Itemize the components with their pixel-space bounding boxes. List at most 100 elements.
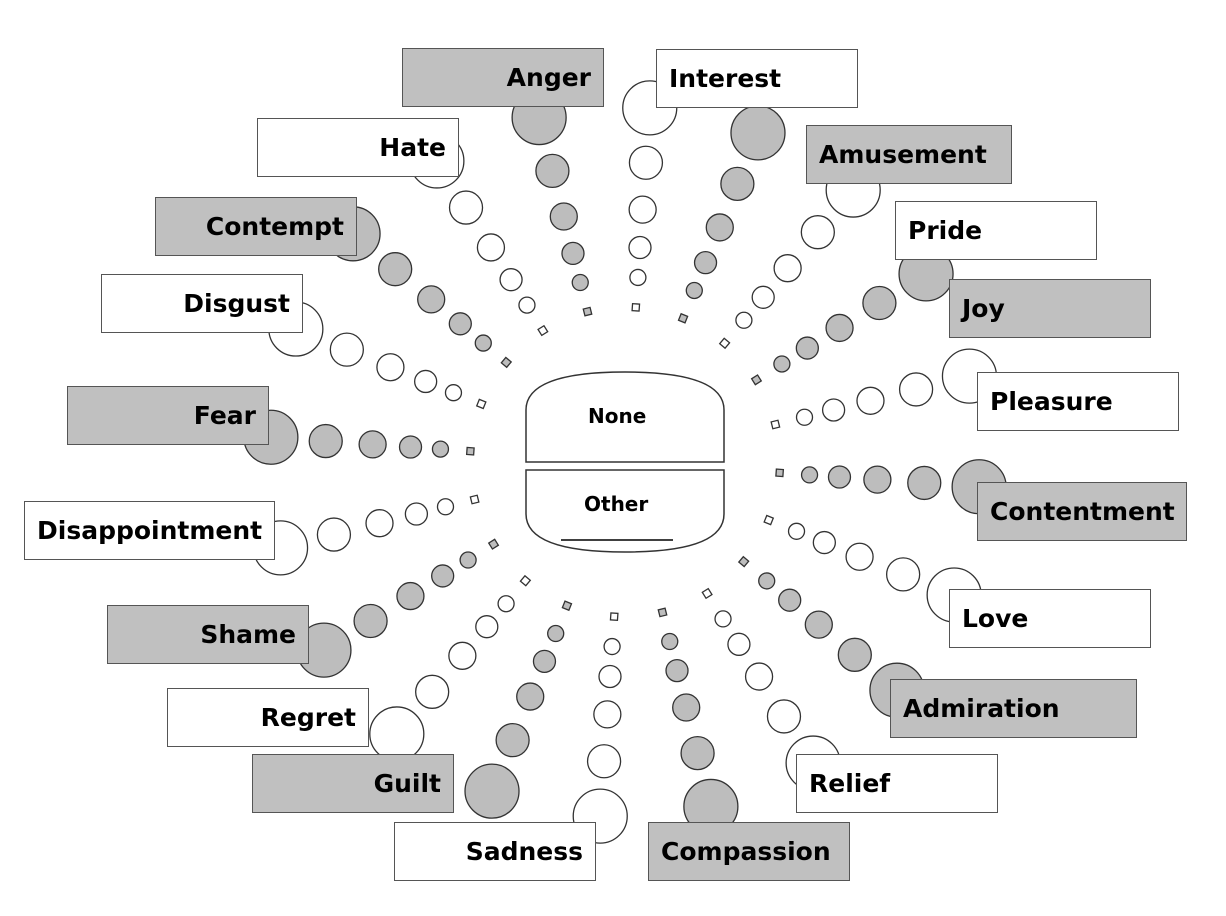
intensity-circle-admiration-4[interactable]	[837, 637, 872, 672]
intensity-circle-amusement-4[interactable]	[720, 166, 755, 201]
intensity-circle-hate-1[interactable]	[518, 296, 536, 314]
intensity-circle-regret-1[interactable]	[497, 595, 515, 613]
intensity-circle-amusement-5[interactable]	[730, 105, 786, 161]
intensity-marker-disappointment-0[interactable]	[469, 494, 480, 505]
intensity-circle-disgust-4[interactable]	[329, 332, 364, 367]
intensity-circle-pleasure-1[interactable]	[795, 408, 814, 426]
intensity-marker-disgust-0[interactable]	[475, 398, 487, 410]
intensity-circle-compassion-4[interactable]	[680, 735, 715, 771]
intensity-marker-shame-0[interactable]	[487, 538, 500, 550]
intensity-circle-interest-1[interactable]	[629, 268, 647, 287]
intensity-circle-regret-5[interactable]	[369, 706, 425, 762]
intensity-circle-shame-4[interactable]	[353, 603, 388, 639]
intensity-marker-compassion-0[interactable]	[657, 607, 668, 618]
intensity-circle-joy-2[interactable]	[795, 336, 819, 360]
intensity-circle-joy-1[interactable]	[773, 355, 791, 373]
intensity-circle-fear-3[interactable]	[358, 430, 387, 459]
intensity-circle-guilt-3[interactable]	[516, 682, 545, 711]
intensity-marker-sadness-0[interactable]	[609, 612, 619, 622]
emotion-label-relief[interactable]: Relief	[796, 754, 998, 813]
intensity-marker-love-0[interactable]	[763, 514, 775, 526]
intensity-marker-regret-0[interactable]	[519, 574, 532, 587]
none-option-shape[interactable]	[525, 371, 725, 463]
intensity-circle-disappointment-2[interactable]	[404, 502, 429, 526]
intensity-circle-interest-2[interactable]	[628, 235, 652, 260]
intensity-circle-joy-3[interactable]	[825, 313, 854, 343]
intensity-circle-relief-3[interactable]	[744, 662, 774, 691]
intensity-circle-anger-2[interactable]	[561, 241, 585, 266]
emotion-label-disappointment[interactable]: Disappointment	[24, 501, 275, 560]
emotion-label-hate[interactable]: Hate	[257, 118, 459, 177]
emotion-label-fear[interactable]: Fear	[67, 386, 269, 445]
emotion-label-shame[interactable]: Shame	[107, 605, 309, 664]
intensity-marker-hate-0[interactable]	[537, 324, 549, 337]
intensity-marker-contentment-0[interactable]	[775, 468, 785, 478]
intensity-circle-interest-4[interactable]	[628, 145, 664, 180]
intensity-circle-guilt-1[interactable]	[547, 624, 565, 643]
intensity-marker-fear-0[interactable]	[465, 446, 475, 456]
intensity-circle-compassion-3[interactable]	[672, 693, 701, 722]
emotion-label-admiration[interactable]: Admiration	[890, 679, 1137, 738]
intensity-circle-pride-2[interactable]	[751, 285, 775, 309]
intensity-circle-guilt-2[interactable]	[532, 649, 557, 673]
intensity-circle-regret-3[interactable]	[448, 641, 477, 670]
intensity-circle-amusement-2[interactable]	[693, 251, 718, 275]
emotion-label-disgust[interactable]: Disgust	[101, 274, 303, 333]
intensity-circle-love-1[interactable]	[787, 522, 806, 540]
intensity-circle-disappointment-3[interactable]	[365, 509, 394, 538]
intensity-marker-amusement-0[interactable]	[677, 312, 689, 324]
intensity-circle-contempt-4[interactable]	[378, 252, 413, 287]
intensity-circle-admiration-2[interactable]	[778, 588, 802, 612]
intensity-circle-hate-3[interactable]	[476, 233, 506, 262]
intensity-circle-admiration-1[interactable]	[758, 572, 776, 590]
intensity-circle-disgust-2[interactable]	[414, 369, 438, 394]
intensity-circle-contentment-3[interactable]	[863, 465, 892, 494]
intensity-circle-pride-4[interactable]	[800, 215, 835, 250]
intensity-circle-pleasure-4[interactable]	[898, 372, 934, 407]
intensity-circle-anger-3[interactable]	[549, 202, 578, 231]
intensity-circle-regret-4[interactable]	[415, 674, 450, 709]
intensity-circle-amusement-1[interactable]	[685, 281, 703, 300]
intensity-circle-shame-1[interactable]	[459, 551, 477, 569]
intensity-circle-regret-2[interactable]	[475, 615, 499, 639]
intensity-marker-guilt-0[interactable]	[561, 600, 573, 612]
emotion-label-contentment[interactable]: Contentment	[977, 482, 1187, 541]
emotion-label-joy[interactable]: Joy	[949, 279, 1151, 338]
intensity-marker-pleasure-0[interactable]	[770, 419, 781, 430]
intensity-circle-sadness-1[interactable]	[603, 637, 621, 656]
emotion-label-contempt[interactable]: Contempt	[155, 197, 357, 256]
intensity-circle-fear-1[interactable]	[431, 440, 450, 458]
intensity-marker-relief-0[interactable]	[701, 587, 713, 600]
intensity-marker-anger-0[interactable]	[582, 306, 593, 317]
intensity-circle-guilt-4[interactable]	[495, 723, 530, 758]
emotion-label-compassion[interactable]: Compassion	[648, 822, 850, 881]
emotion-label-amusement[interactable]: Amusement	[806, 125, 1012, 184]
emotion-label-pride[interactable]: Pride	[895, 201, 1097, 260]
intensity-circle-anger-1[interactable]	[571, 273, 589, 292]
intensity-circle-contempt-2[interactable]	[448, 312, 472, 336]
intensity-circle-anger-4[interactable]	[535, 153, 570, 189]
intensity-circle-disgust-1[interactable]	[444, 384, 463, 402]
intensity-circle-hate-2[interactable]	[499, 268, 523, 292]
emotion-label-regret[interactable]: Regret	[167, 688, 369, 747]
intensity-marker-admiration-0[interactable]	[737, 555, 750, 568]
intensity-marker-contempt-0[interactable]	[500, 356, 513, 369]
intensity-circle-hate-4[interactable]	[448, 190, 484, 225]
emotion-label-anger[interactable]: Anger	[402, 48, 604, 107]
intensity-circle-sadness-4[interactable]	[586, 744, 622, 779]
intensity-circle-love-4[interactable]	[886, 557, 921, 592]
intensity-circle-relief-2[interactable]	[727, 632, 751, 656]
intensity-circle-relief-1[interactable]	[714, 610, 732, 628]
intensity-circle-shame-2[interactable]	[431, 564, 455, 588]
intensity-circle-shame-3[interactable]	[396, 581, 425, 611]
intensity-circle-pleasure-2[interactable]	[821, 398, 846, 422]
other-option-shape[interactable]	[525, 469, 725, 553]
intensity-circle-love-2[interactable]	[812, 530, 836, 555]
intensity-circle-contentment-4[interactable]	[907, 465, 942, 501]
intensity-circle-contempt-1[interactable]	[474, 334, 492, 352]
emotion-label-pleasure[interactable]: Pleasure	[977, 372, 1179, 431]
intensity-circle-pleasure-3[interactable]	[856, 386, 885, 415]
emotion-label-love[interactable]: Love	[949, 589, 1151, 648]
intensity-circle-compassion-1[interactable]	[661, 632, 679, 651]
intensity-circle-love-3[interactable]	[845, 542, 874, 571]
